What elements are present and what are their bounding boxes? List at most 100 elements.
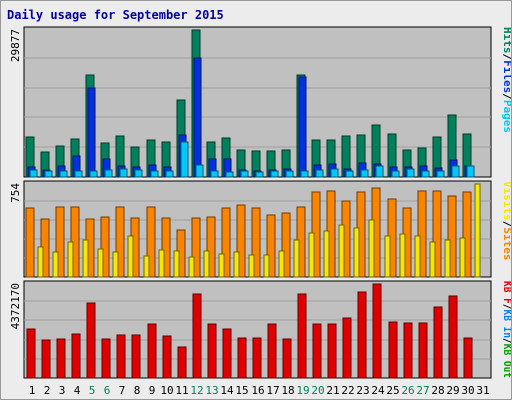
x-tick-label: 31 [476, 384, 489, 397]
bar-kb-f [117, 335, 125, 378]
bar-kb-f [57, 339, 65, 378]
bar-kb-f [72, 334, 80, 378]
bar-kb-f [328, 324, 336, 378]
bar-visits [174, 251, 179, 277]
bar-pages [45, 171, 52, 177]
bar-visits [113, 252, 118, 277]
bar-pages [301, 171, 308, 177]
bar-visits [445, 240, 450, 277]
bar-files [88, 88, 95, 177]
bar-files [194, 58, 201, 177]
bar-pages [151, 171, 158, 177]
x-tick-label: 30 [461, 384, 474, 397]
bar-pages [211, 171, 218, 177]
x-tick-label: 18 [281, 384, 294, 397]
bar-pages [135, 170, 142, 177]
x-tick-label: 3 [59, 384, 66, 397]
bar-kb-f [253, 338, 261, 378]
bar-kb-f [389, 322, 397, 378]
y-axis-max-label: 29877 [9, 29, 22, 62]
bar-kb-f [238, 338, 246, 378]
x-tick-label: 22 [341, 384, 354, 397]
x-tick-label: 20 [311, 384, 324, 397]
bar-visits [294, 240, 299, 277]
x-tick-label: 17 [266, 384, 279, 397]
bar-kb-f [42, 340, 50, 378]
x-tick-label: 4 [74, 384, 81, 397]
bar-kb-f [148, 324, 156, 378]
bar-visits [430, 242, 435, 277]
bar-visits [204, 251, 209, 277]
x-tick-label: 21 [326, 384, 339, 397]
bar-pages [392, 171, 399, 177]
bar-kb-f [313, 324, 321, 378]
bar-kb-f [132, 335, 140, 378]
bar-kb-f [404, 323, 412, 378]
bar-visits [234, 252, 239, 277]
bar-pages [467, 166, 474, 177]
x-tick-label: 25 [386, 384, 399, 397]
bar-visits [83, 240, 88, 277]
x-tick-label: 13 [205, 384, 218, 397]
x-tick-label: 14 [220, 384, 234, 397]
bar-kb-f [268, 324, 276, 378]
bar-visits [339, 225, 344, 277]
bar-kb-f [464, 338, 472, 378]
bar-visits [219, 254, 224, 277]
bar-kb-f [193, 294, 201, 378]
bar-visits [385, 236, 390, 277]
bar-pages [286, 171, 293, 177]
x-tick-label: 1 [29, 384, 36, 397]
bar-visits [159, 250, 164, 277]
bar-pages [196, 165, 203, 177]
legend-entry: Pages [501, 100, 511, 133]
x-tick-label: 16 [251, 384, 264, 397]
bar-pages [346, 171, 353, 177]
x-tick-label: 23 [356, 384, 369, 397]
bar-pages [181, 142, 188, 177]
x-tick-label: 28 [431, 384, 444, 397]
bar-pages [437, 171, 444, 177]
bar-pages [166, 171, 173, 177]
bar-visits [264, 255, 269, 277]
x-tick-label: 8 [134, 384, 141, 397]
bar-visits [354, 228, 359, 277]
bar-pages [271, 171, 278, 177]
bar-kb-f [27, 329, 35, 378]
legend-entry: KB F [501, 281, 511, 304]
bar-visits [144, 256, 149, 277]
bar-kb-f [87, 303, 95, 378]
bar-visits [324, 231, 329, 277]
x-tick-label: 15 [235, 384, 248, 397]
bar-visits [128, 236, 133, 277]
x-tick-label: 2 [44, 384, 51, 397]
legend-bottom: KB F/KB In/KB Out [501, 281, 511, 378]
bar-pages [452, 166, 459, 177]
bar-visits [309, 233, 314, 277]
bar-kb-f [178, 347, 186, 378]
bar-kb-f [434, 307, 442, 378]
legend-entry: Files [501, 60, 511, 93]
y-axis-max-label: 754 [9, 183, 22, 203]
bar-pages [241, 171, 248, 177]
bar-visits [400, 234, 405, 277]
panel-middle: 754 Visits/Sites [9, 181, 511, 277]
x-tick-label: 6 [104, 384, 111, 397]
bar-visits [189, 257, 194, 277]
bar-kb-f [298, 294, 306, 378]
bar-pages [120, 169, 127, 177]
legend-entry: Visits [501, 181, 511, 221]
x-tick-label: 27 [416, 384, 429, 397]
x-tick-label: 19 [296, 384, 309, 397]
legend-middle: Visits/Sites [501, 181, 511, 261]
bar-kb-f [223, 329, 231, 378]
x-tick-label: 10 [160, 384, 173, 397]
bar-kb-f [449, 296, 457, 378]
bar-visits [279, 251, 284, 277]
bar-pages [256, 172, 263, 177]
x-tick-label: 29 [446, 384, 459, 397]
bar-visits [68, 242, 73, 277]
bar-kb-f [102, 339, 110, 378]
